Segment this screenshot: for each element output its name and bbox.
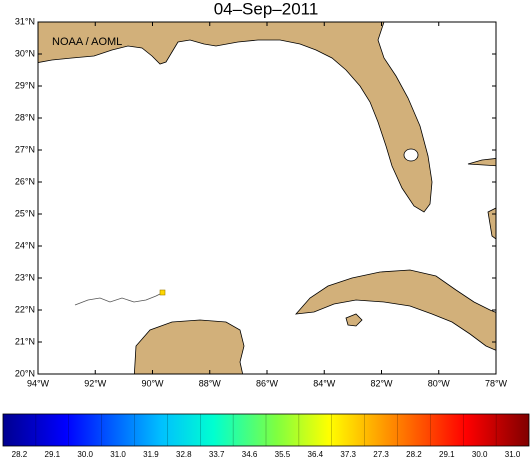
bahamas-andros xyxy=(487,207,496,240)
bahamas-grand xyxy=(467,158,496,167)
lat-label: 22°N xyxy=(15,304,35,314)
map-title: 04–Sep–2011 xyxy=(214,0,319,18)
colorbar-label: 29.1 xyxy=(45,450,61,459)
colorbar-label: 31.9 xyxy=(143,450,159,459)
isle-of-youth xyxy=(345,313,363,327)
lon-label: 88°W xyxy=(199,378,222,388)
lon-label: 94°W xyxy=(27,378,50,388)
drifter-track xyxy=(74,292,163,306)
lat-label: 24°N xyxy=(15,240,35,250)
colorbar-label: 32.8 xyxy=(176,450,192,459)
lat-label: 27°N xyxy=(15,144,35,154)
us-gulf-coast xyxy=(38,22,433,213)
lon-label: 92°W xyxy=(84,378,107,388)
lat-label: 30°N xyxy=(15,48,35,58)
colorbar-label: 29.1 xyxy=(439,450,455,459)
lat-label: 31°N xyxy=(15,16,35,26)
colorbar-label: 33.7 xyxy=(209,450,225,459)
lat-label: 29°N xyxy=(15,80,35,90)
lon-label: 80°W xyxy=(428,378,451,388)
cuba xyxy=(295,269,496,351)
lat-label: 23°N xyxy=(15,272,35,282)
land xyxy=(38,22,496,374)
lat-label: 28°N xyxy=(15,112,35,122)
colorbar-label: 34.6 xyxy=(242,450,258,459)
colorbar-label: 27.3 xyxy=(373,450,389,459)
colorbar-label: 30.0 xyxy=(77,450,93,459)
lon-label: 84°W xyxy=(313,378,336,388)
lat-label: 21°N xyxy=(15,336,35,346)
colorbar-label: 31.0 xyxy=(110,450,126,459)
lon-label: 86°W xyxy=(256,378,279,388)
colorbar-label: 28.2 xyxy=(406,450,422,459)
colorbar-label: 36.4 xyxy=(308,450,324,459)
lon-label: 78°W xyxy=(485,378,508,388)
colorbar-label: 35.5 xyxy=(275,450,291,459)
credit-label: NOAA / AOML xyxy=(52,36,122,48)
drifter-position xyxy=(159,289,166,296)
colorbar-label: 28.2 xyxy=(12,450,28,459)
lon-label: 82°W xyxy=(370,378,393,388)
lat-label: 26°N xyxy=(15,176,35,186)
colorbar-label: 30.0 xyxy=(472,450,488,459)
colorbar-label: 31.0 xyxy=(505,450,521,459)
yucatan xyxy=(133,319,245,374)
lat-label: 20°N xyxy=(15,368,35,378)
lon-label: 90°W xyxy=(141,378,164,388)
lat-label: 25°N xyxy=(15,208,35,218)
colorbar-label: 37.3 xyxy=(340,450,356,459)
